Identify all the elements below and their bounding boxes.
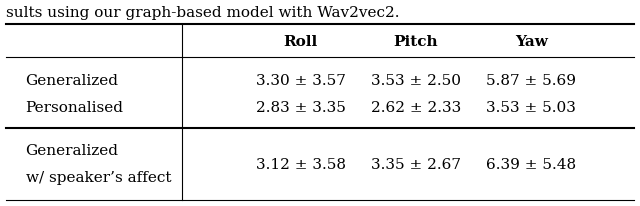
Text: Generalized: Generalized (26, 143, 118, 157)
Text: 3.30 ± 3.57: 3.30 ± 3.57 (256, 73, 346, 87)
Text: 3.53 ± 5.03: 3.53 ± 5.03 (486, 100, 576, 114)
Text: Roll: Roll (284, 35, 318, 49)
Text: 5.87 ± 5.69: 5.87 ± 5.69 (486, 73, 576, 87)
Text: 2.83 ± 3.35: 2.83 ± 3.35 (256, 100, 346, 114)
Text: 3.53 ± 2.50: 3.53 ± 2.50 (371, 73, 461, 87)
Text: 6.39 ± 5.48: 6.39 ± 5.48 (486, 157, 576, 171)
Text: sults using our graph-based model with Wav2vec2.: sults using our graph-based model with W… (6, 6, 400, 20)
Text: 3.35 ± 2.67: 3.35 ± 2.67 (371, 157, 461, 171)
Text: Generalized: Generalized (26, 73, 118, 87)
Text: Yaw: Yaw (515, 35, 548, 49)
Text: 3.12 ± 3.58: 3.12 ± 3.58 (256, 157, 346, 171)
Text: Personalised: Personalised (26, 100, 124, 114)
Text: w/ speaker’s affect: w/ speaker’s affect (26, 170, 171, 184)
Text: 2.62 ± 2.33: 2.62 ± 2.33 (371, 100, 461, 114)
Text: Pitch: Pitch (394, 35, 438, 49)
